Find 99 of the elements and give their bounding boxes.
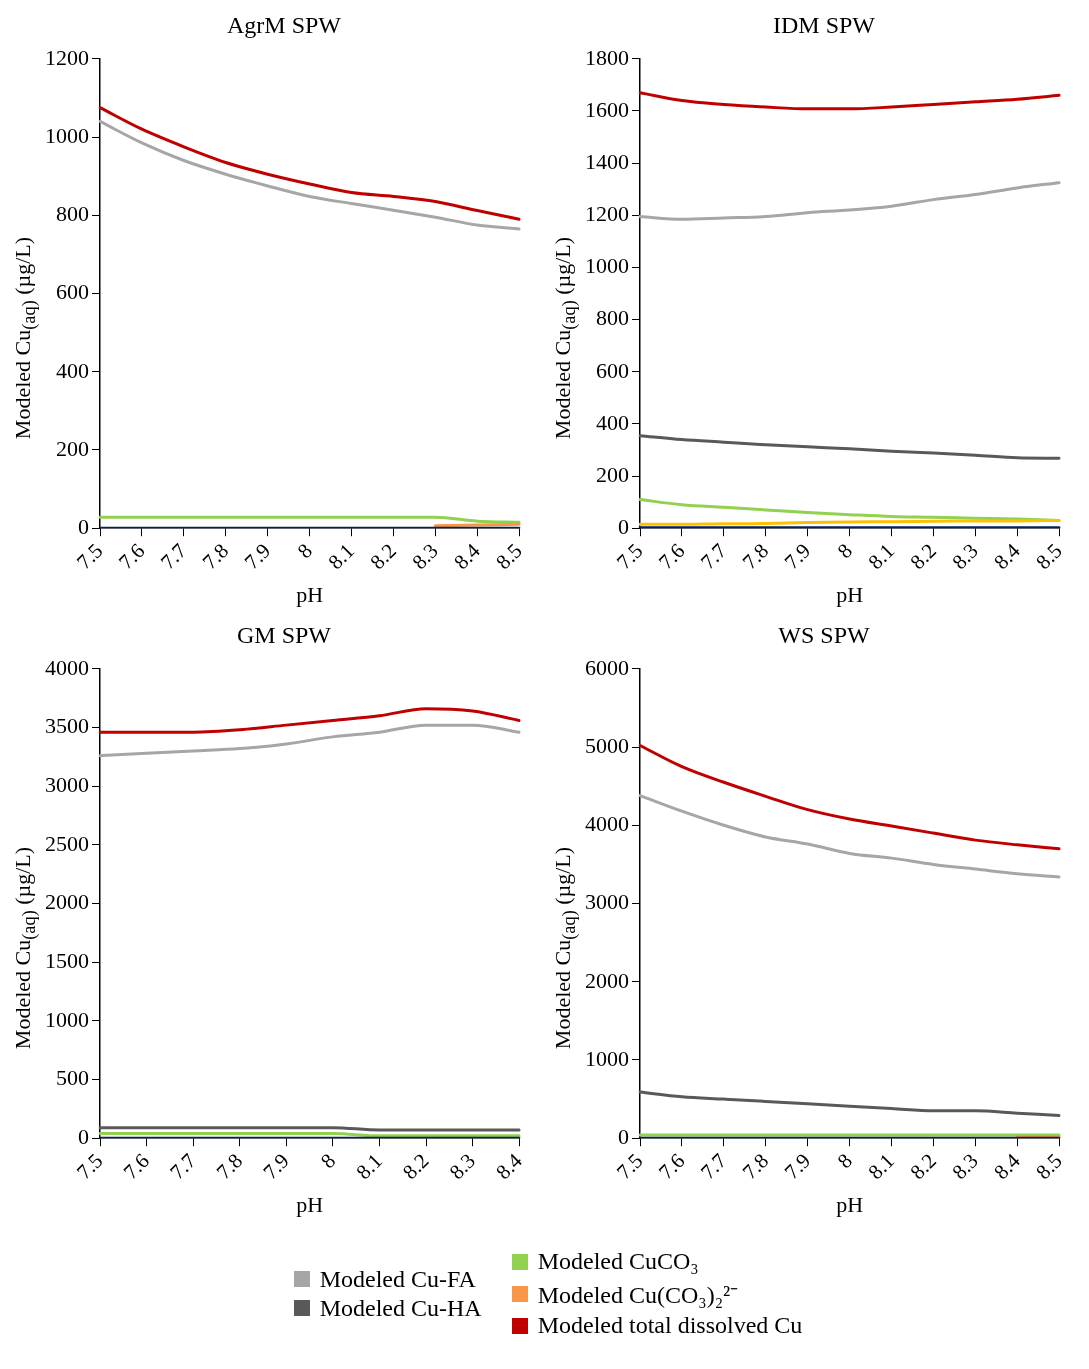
x-tick-label: 8.3 xyxy=(444,1148,481,1185)
line-series xyxy=(638,1090,1061,1118)
y-tick-label: 800 xyxy=(596,305,629,331)
y-tick-label: 0 xyxy=(618,514,629,539)
x-tick-label: 8.5 xyxy=(491,538,527,575)
x-tick-label: 8 xyxy=(832,1148,858,1173)
y-tick-label: 1200 xyxy=(585,201,629,227)
y-tick-label: 6000 xyxy=(585,654,629,680)
x-tick-label: 7.8 xyxy=(197,538,234,575)
line-series xyxy=(638,181,1061,221)
x-tick-label: 8.4 xyxy=(449,538,486,575)
chart-title: GM SPW xyxy=(236,621,332,648)
x-tick-label: 8.2 xyxy=(397,1148,434,1185)
y-tick-label: 400 xyxy=(56,357,89,383)
x-tick-label: 8.3 xyxy=(947,1148,983,1185)
x-tick-label: 8 xyxy=(292,538,318,563)
x-tick-label: 8.2 xyxy=(905,538,941,575)
x-axis-title: pH xyxy=(296,581,324,607)
x-tick-label: 7.7 xyxy=(165,1148,201,1185)
legend-label: Modeled Cu-FA xyxy=(319,1265,476,1293)
y-tick-label: 1000 xyxy=(585,253,629,279)
y-tick-label: 200 xyxy=(56,435,89,461)
x-tick-label: 7.9 xyxy=(779,538,816,575)
x-axis-title: pH xyxy=(836,1191,864,1217)
y-tick-label: 1800 xyxy=(585,44,629,70)
x-tick-label: 8 xyxy=(315,1148,341,1173)
x-tick-label: 7.7 xyxy=(695,538,732,575)
y-tick-label: 4000 xyxy=(585,811,629,837)
x-tick-label: 7.6 xyxy=(118,1148,155,1185)
line-series xyxy=(638,91,1061,111)
x-tick-label: 8.2 xyxy=(905,1148,941,1185)
x-tick-label: 7.8 xyxy=(211,1148,248,1185)
x-axis-title: pH xyxy=(836,581,864,607)
x-tick-label: 8.4 xyxy=(989,538,1026,575)
x-tick-label: 8.3 xyxy=(947,538,983,575)
x-tick-label: 8.5 xyxy=(1031,538,1067,575)
line-series xyxy=(638,743,1061,851)
y-tick-label: 3000 xyxy=(585,889,629,915)
y-tick-label: 600 xyxy=(56,279,89,305)
y-tick-label: 600 xyxy=(596,357,629,383)
x-tick-label: 8.4 xyxy=(491,1148,527,1185)
y-tick-label: 1000 xyxy=(45,122,89,148)
y-tick-label: 0 xyxy=(618,1124,629,1149)
x-tick-label: 7.6 xyxy=(653,538,690,575)
legend-label: Modeled total dissolved Cu xyxy=(537,1312,803,1339)
x-tick-label: 7.9 xyxy=(258,1148,294,1185)
line-series xyxy=(98,723,521,758)
y-tick-label: 1600 xyxy=(585,96,629,122)
y-tick-label: 1200 xyxy=(45,44,89,70)
x-tick-label: 7.7 xyxy=(695,1148,732,1185)
line-series xyxy=(98,119,521,231)
y-tick-label: 5000 xyxy=(585,732,629,758)
y-tick-label: 3000 xyxy=(45,771,89,797)
y-tick-label: 1000 xyxy=(585,1045,629,1071)
y-tick-label: 3500 xyxy=(45,713,89,739)
x-tick-label: 7.6 xyxy=(113,538,150,575)
legend-label: Modeled Cu(CO₃)₂²⁻ xyxy=(537,1281,739,1310)
x-tick-label: 7.7 xyxy=(155,538,192,575)
legend-label: Modeled CuCO₃ xyxy=(537,1248,699,1275)
y-tick-label: 200 xyxy=(596,461,629,487)
y-tick-label: 800 xyxy=(56,201,89,227)
x-tick-label: 7.5 xyxy=(71,538,108,575)
line-series xyxy=(98,106,521,221)
x-axis-title: pH xyxy=(296,1191,324,1217)
x-tick-label: 8.1 xyxy=(863,1148,899,1185)
legend-label: Modeled Cu-HA xyxy=(319,1294,482,1322)
x-tick-label: 8 xyxy=(832,538,858,563)
x-tick-label: 8.4 xyxy=(989,1148,1026,1185)
y-tick-label: 1400 xyxy=(585,148,629,174)
x-tick-label: 7.9 xyxy=(239,538,276,575)
y-tick-label: 2500 xyxy=(45,830,89,856)
chart-title: AgrM SPW xyxy=(226,11,342,38)
y-tick-label: 0 xyxy=(78,1124,89,1149)
x-tick-label: 8.2 xyxy=(365,538,401,575)
x-tick-label: 8.5 xyxy=(1031,1148,1067,1185)
x-tick-label: 8.1 xyxy=(323,538,359,575)
x-tick-label: 8.1 xyxy=(863,538,899,575)
x-tick-label: 7.5 xyxy=(611,1148,648,1185)
x-tick-label: 7.5 xyxy=(71,1148,108,1185)
x-tick-label: 7.5 xyxy=(611,538,648,575)
x-tick-label: 7.8 xyxy=(737,1148,774,1185)
y-tick-label: 500 xyxy=(56,1065,89,1091)
x-tick-label: 7.6 xyxy=(653,1148,690,1185)
y-tick-label: 400 xyxy=(596,409,629,435)
y-tick-label: 2000 xyxy=(45,889,89,915)
y-tick-label: 0 xyxy=(78,514,89,539)
line-series xyxy=(638,794,1061,879)
x-tick-label: 8.3 xyxy=(407,538,443,575)
line-series xyxy=(98,707,521,734)
y-tick-label: 1500 xyxy=(45,947,89,973)
x-tick-label: 7.8 xyxy=(737,538,774,575)
y-tick-label: 2000 xyxy=(585,967,629,993)
y-tick-label: 1000 xyxy=(45,1006,89,1032)
chart-title: WS SPW xyxy=(778,621,871,648)
x-tick-label: 8.1 xyxy=(351,1148,387,1185)
y-tick-label: 4000 xyxy=(45,654,89,680)
chart-title: IDM SPW xyxy=(772,11,876,38)
x-tick-label: 7.9 xyxy=(779,1148,816,1185)
line-series xyxy=(638,434,1061,460)
